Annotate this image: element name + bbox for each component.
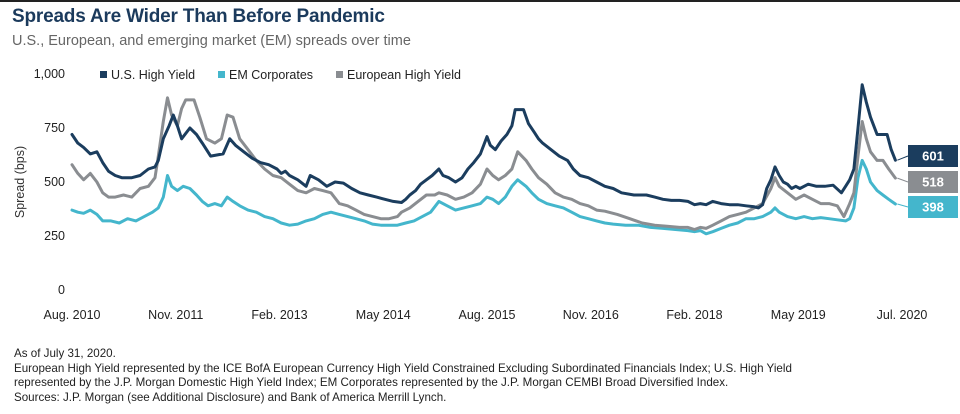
x-tick-label: Jul. 2020 (877, 308, 928, 322)
end-label-value: 518 (922, 175, 944, 190)
y-axis-title: Spread (bps) (13, 146, 27, 218)
legend-swatch (218, 71, 225, 78)
spreads-line-chart: Spread (bps) 0 250 500 750 1,000 Aug. 2010 No… (13, 67, 958, 322)
end-label-box (908, 196, 958, 218)
end-label-value: 601 (922, 149, 944, 164)
footnote-index-definitions-1: European High Yield represented by the I… (14, 361, 792, 375)
end-label-leader (897, 203, 909, 208)
series-line-em-corporates (70, 158, 897, 236)
y-tick-label: 500 (44, 175, 65, 189)
legend-label: European High Yield (347, 68, 461, 82)
x-tick-label: Nov. 2016 (563, 308, 619, 322)
legend-swatch (100, 71, 107, 78)
end-label-leader (897, 177, 909, 183)
end-label-box (908, 145, 958, 167)
x-tick-label: Aug. 2010 (44, 308, 101, 322)
end-label-value: 398 (922, 200, 944, 215)
x-tick-label: Aug. 2015 (459, 308, 516, 322)
y-tick-label: 750 (44, 121, 65, 135)
legend-label: U.S. High Yield (111, 68, 195, 82)
footnote-as-of: As of July 31, 2020. (14, 347, 116, 360)
footnotes: As of July 31, 2020. European High Yield… (14, 347, 949, 405)
chart-subtitle: U.S., European, and emerging market (EM)… (12, 33, 411, 49)
y-axis-ticks: 0 250 500 750 1,000 (34, 67, 65, 297)
x-tick-label: Nov. 2011 (148, 308, 203, 322)
series-line-european-high-yield (70, 96, 897, 231)
legend-label: EM Corporates (229, 68, 313, 82)
y-tick-label: 1,000 (34, 67, 65, 81)
legend-swatch (336, 71, 343, 78)
end-label-leader (897, 155, 909, 161)
end-label-box (908, 171, 958, 193)
x-axis-ticks: Aug. 2010 Nov. 2011 Feb. 2013 May 2014 Aug. … (44, 308, 928, 322)
y-tick-label: 250 (44, 229, 65, 243)
footnote-index-definitions-2: represented by the J.P. Morgan Domestic … (14, 376, 729, 390)
y-tick-label: 0 (58, 283, 65, 297)
end-value-labels: 601 518 398 (897, 145, 958, 218)
x-tick-label: Feb. 2018 (666, 308, 722, 322)
x-tick-label: Feb. 2013 (251, 308, 307, 322)
x-tick-label: May 2019 (771, 308, 826, 322)
y-axis-title-group: Spread (bps) (13, 146, 27, 218)
top-rule (0, 0, 960, 2)
x-tick-label: May 2014 (356, 308, 411, 322)
footnote-sources: Sources: J.P. Morgan (see Additional Dis… (14, 390, 447, 404)
series-line-u-s-high-yield (70, 83, 897, 210)
chart-title: Spreads Are Wider Than Before Pandemic (12, 6, 385, 27)
legend: U.S. High Yield EM Corporates European Hig… (100, 68, 461, 82)
series-lines (70, 83, 897, 236)
